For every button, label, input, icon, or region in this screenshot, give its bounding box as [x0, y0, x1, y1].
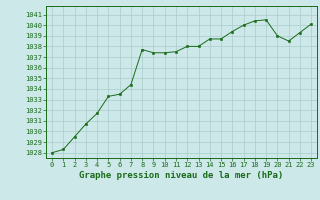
X-axis label: Graphe pression niveau de la mer (hPa): Graphe pression niveau de la mer (hPa) — [79, 171, 284, 180]
